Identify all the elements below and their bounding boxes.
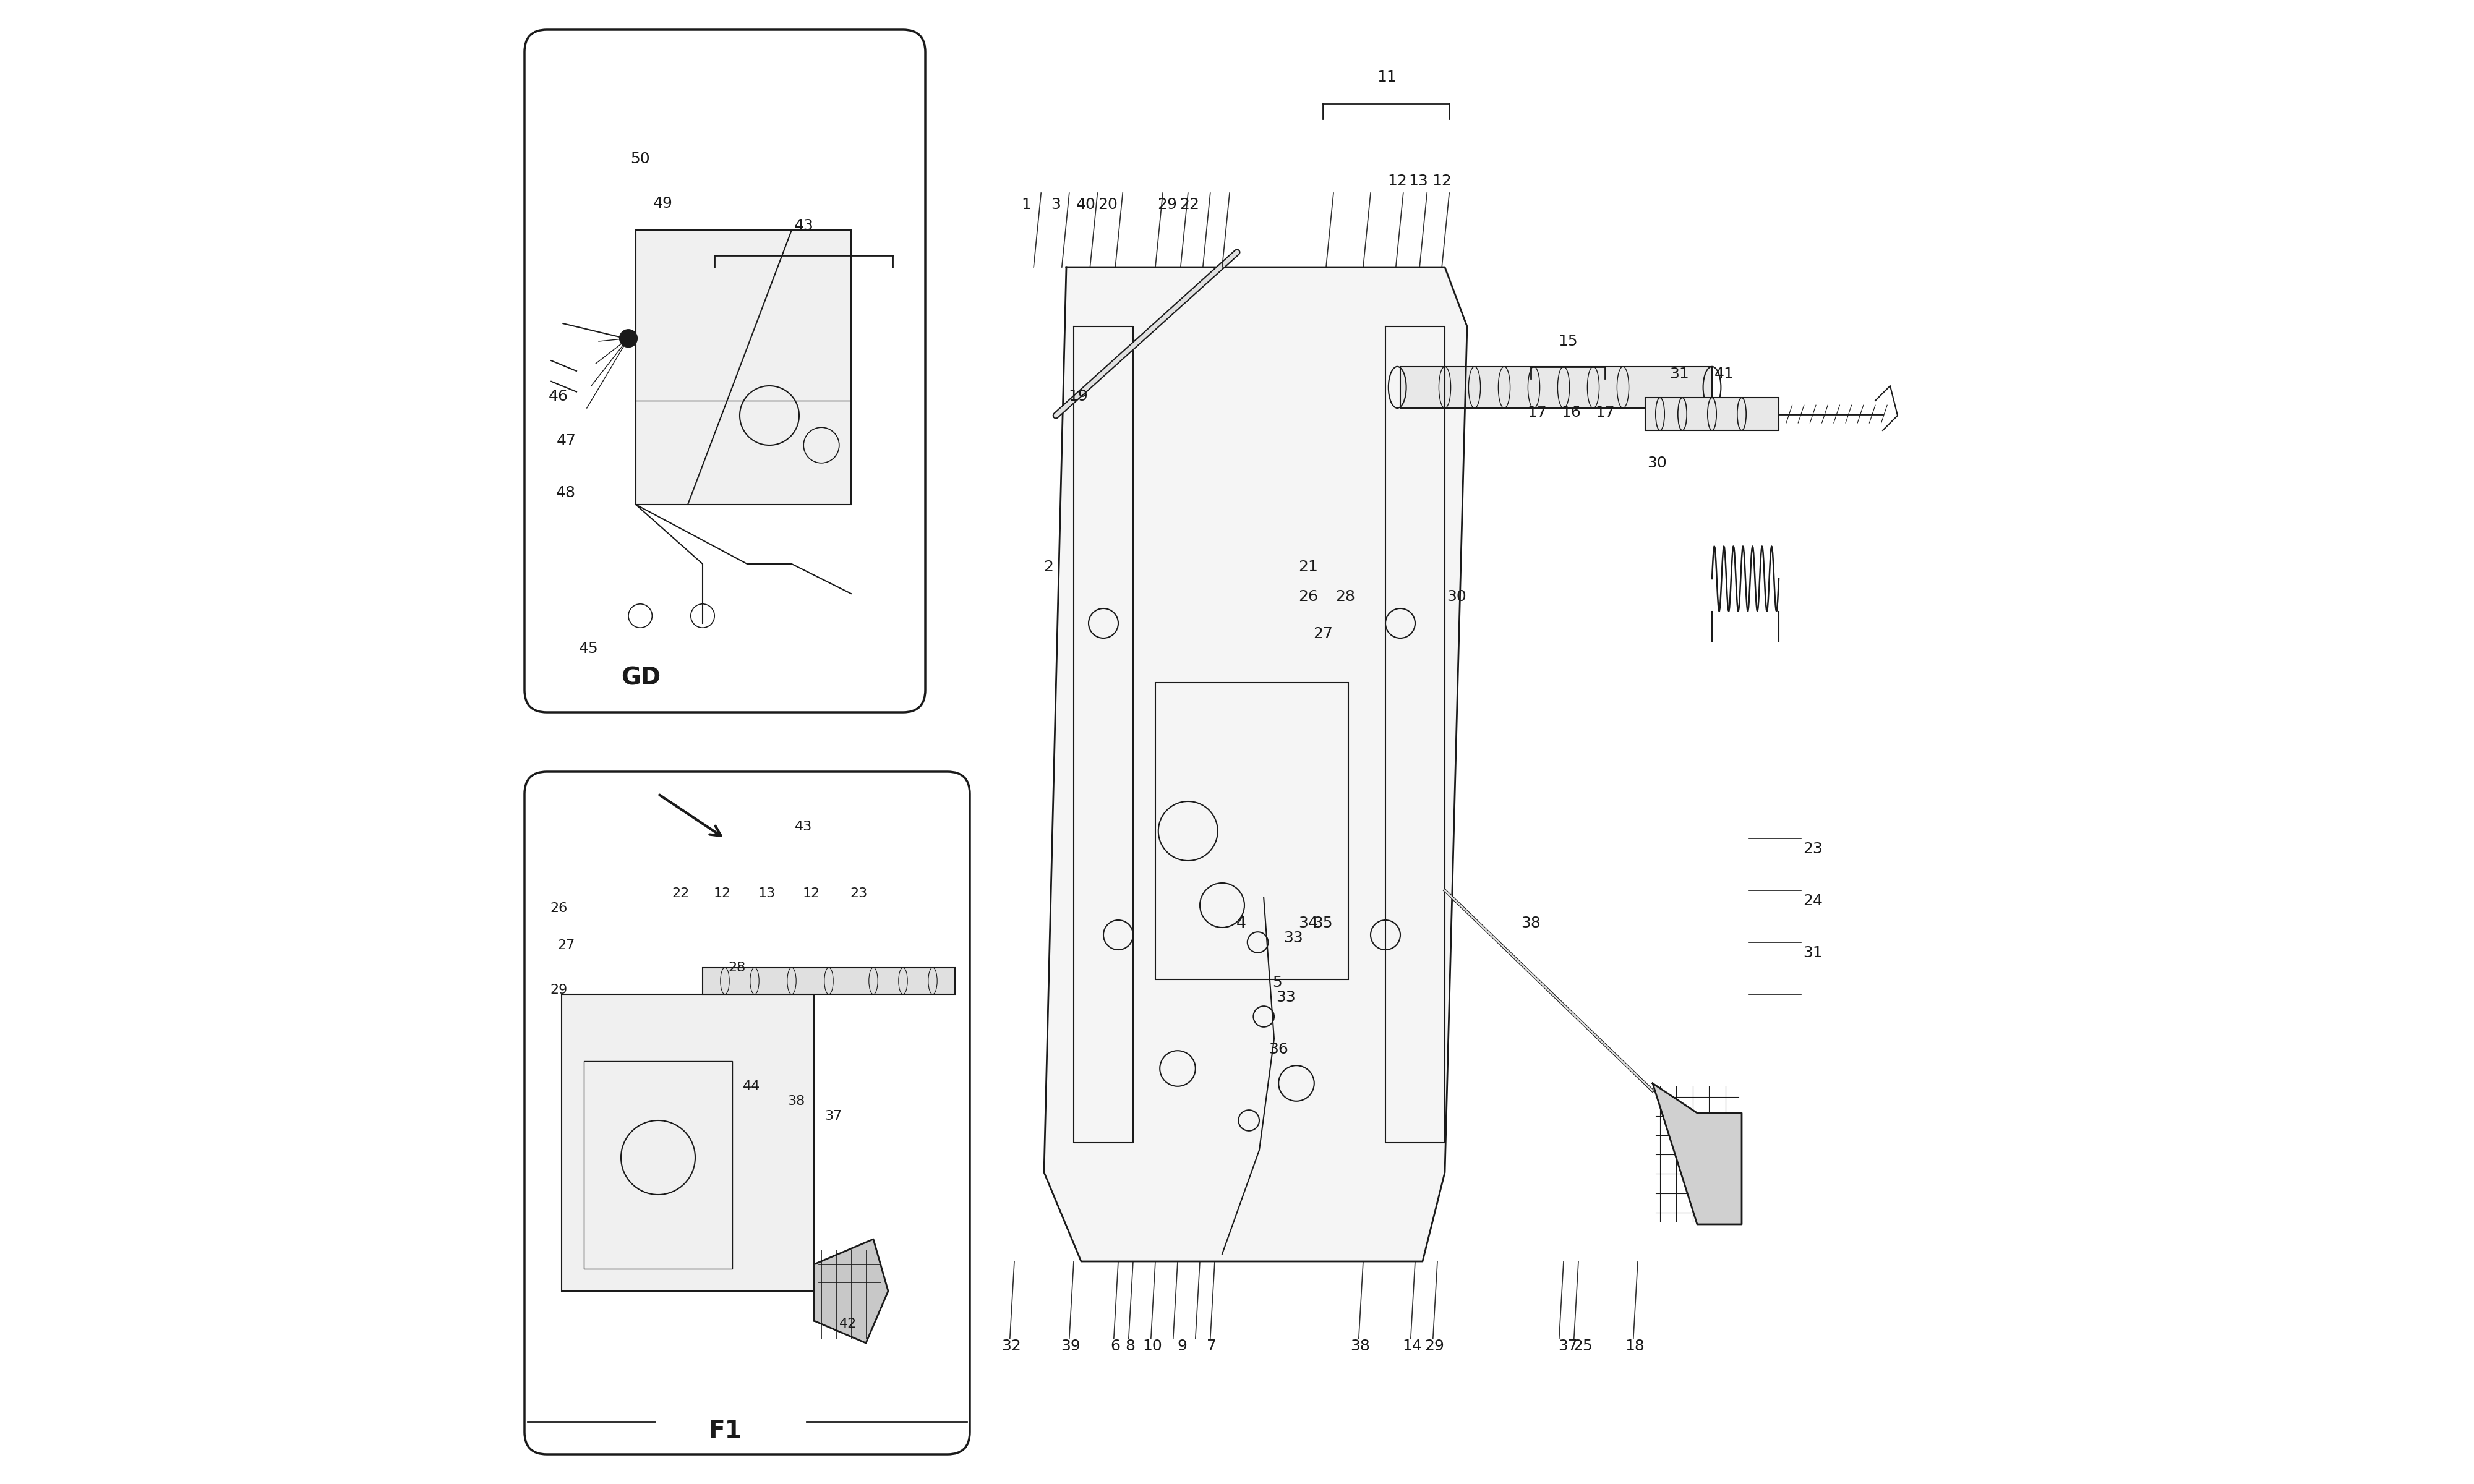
Text: 42: 42	[839, 1318, 856, 1330]
Text: 1: 1	[1022, 197, 1032, 212]
Text: 29: 29	[1158, 197, 1178, 212]
Text: 7: 7	[1207, 1339, 1217, 1353]
Text: 50: 50	[631, 151, 651, 166]
Text: GD: GD	[621, 666, 661, 690]
Text: 9: 9	[1178, 1339, 1188, 1353]
Text: 22: 22	[670, 887, 690, 899]
Text: 5: 5	[1272, 975, 1282, 990]
Bar	[584, 1061, 732, 1269]
Text: 34: 34	[1299, 916, 1319, 930]
Text: 27: 27	[1314, 626, 1333, 641]
Text: 43: 43	[794, 218, 814, 233]
Text: 48: 48	[557, 485, 576, 500]
Text: F1: F1	[708, 1419, 742, 1442]
Text: 47: 47	[557, 433, 576, 448]
Text: 26: 26	[549, 902, 567, 914]
Text: 21: 21	[1299, 559, 1319, 574]
Text: 4: 4	[1237, 916, 1247, 930]
Text: 12: 12	[1432, 174, 1452, 188]
Text: 29: 29	[549, 984, 567, 996]
Text: 18: 18	[1625, 1339, 1645, 1353]
Text: 12: 12	[713, 887, 730, 899]
Text: 29: 29	[1425, 1339, 1445, 1353]
Text: 31: 31	[1804, 945, 1823, 960]
Text: 33: 33	[1277, 990, 1296, 1005]
Bar	[703, 968, 955, 994]
Bar	[562, 994, 814, 1291]
Text: 38: 38	[1351, 1339, 1371, 1353]
Text: 27: 27	[557, 939, 574, 951]
Text: 37: 37	[1559, 1339, 1578, 1353]
Text: 30: 30	[1648, 456, 1667, 470]
Text: 6: 6	[1111, 1339, 1121, 1353]
Text: 38: 38	[1522, 916, 1541, 930]
Text: 17: 17	[1526, 405, 1546, 420]
Bar	[1400, 367, 1712, 408]
Text: 49: 49	[653, 196, 673, 211]
Text: 31: 31	[1670, 367, 1690, 381]
Text: 3: 3	[1051, 197, 1061, 212]
Text: 20: 20	[1098, 197, 1118, 212]
Text: 28: 28	[727, 962, 745, 974]
Text: 32: 32	[1002, 1339, 1022, 1353]
Text: 2: 2	[1044, 559, 1054, 574]
Text: 16: 16	[1561, 405, 1581, 420]
Text: 39: 39	[1061, 1339, 1081, 1353]
Text: 13: 13	[757, 887, 774, 899]
Text: 15: 15	[1559, 334, 1578, 349]
Text: 46: 46	[549, 389, 569, 404]
Text: 14: 14	[1403, 1339, 1423, 1353]
Polygon shape	[1044, 267, 1467, 1261]
Text: 40: 40	[1076, 197, 1096, 212]
Text: 35: 35	[1314, 916, 1333, 930]
Text: 25: 25	[1573, 1339, 1593, 1353]
Text: 10: 10	[1143, 1339, 1163, 1353]
Text: 43: 43	[794, 821, 811, 833]
Text: 38: 38	[787, 1095, 804, 1107]
Polygon shape	[1653, 1083, 1742, 1224]
Text: 36: 36	[1269, 1042, 1289, 1057]
Text: 28: 28	[1336, 589, 1356, 604]
Text: 24: 24	[1804, 893, 1823, 908]
Text: 17: 17	[1596, 405, 1616, 420]
Text: 45: 45	[579, 641, 599, 656]
Bar	[636, 230, 851, 505]
Circle shape	[618, 329, 638, 347]
Text: 44: 44	[742, 1080, 760, 1092]
Bar	[1155, 683, 1348, 979]
Text: 22: 22	[1180, 197, 1200, 212]
Bar	[1645, 398, 1779, 430]
Text: 37: 37	[824, 1110, 841, 1122]
Text: 13: 13	[1408, 174, 1427, 188]
Text: 12: 12	[1388, 174, 1408, 188]
Text: 41: 41	[1714, 367, 1734, 381]
Text: 11: 11	[1378, 70, 1398, 85]
Text: 23: 23	[849, 887, 868, 899]
Text: 33: 33	[1284, 930, 1304, 945]
Text: 23: 23	[1804, 841, 1823, 856]
Text: 12: 12	[802, 887, 819, 899]
Polygon shape	[814, 1239, 888, 1343]
Text: 30: 30	[1447, 589, 1467, 604]
Text: 26: 26	[1299, 589, 1319, 604]
Text: 8: 8	[1126, 1339, 1136, 1353]
Text: 19: 19	[1069, 389, 1089, 404]
